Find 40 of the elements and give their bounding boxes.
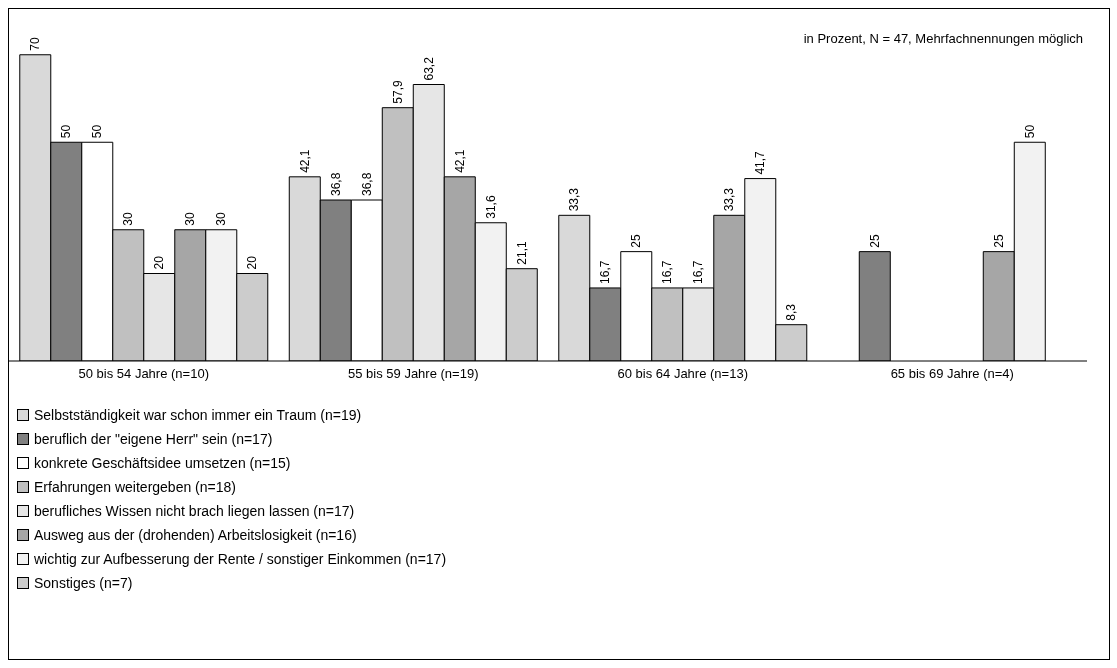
data-label: 33,3: [567, 187, 582, 212]
data-label: 30: [183, 212, 198, 226]
data-label: 25: [991, 233, 1006, 248]
data-label: 21,1: [514, 241, 529, 265]
data-label: 33,3: [722, 187, 737, 212]
data-label: 31,6: [483, 195, 498, 219]
legend-label: Selbstständigkeit war schon immer ein Traum (n=19): [34, 406, 362, 425]
data-label: 41,7: [753, 150, 768, 175]
legend-label: Erfahrungen weitergeben (n=18): [34, 478, 236, 497]
data-label: 16,7: [598, 260, 613, 284]
data-label: 16,7: [660, 260, 675, 284]
data-label: 63,2: [421, 56, 436, 81]
data-label: 8,3: [784, 303, 799, 321]
x-tick-label: 65 bis 69 Jahre (n=4): [890, 366, 1014, 382]
data-label: 70: [28, 37, 43, 51]
data-label: 30: [121, 212, 136, 226]
x-tick-label: 50 bis 54 Jahre (n=10): [78, 366, 209, 382]
annotation: in Prozent, N = 47, Mehrfachnennungen möglich: [803, 31, 1083, 46]
data-label: 57,9: [390, 80, 405, 104]
legend-label: wichtig zur Aufbesserung der Rente / sonstiger Einkommen (n=17): [34, 550, 447, 569]
data-label: 50: [59, 124, 74, 139]
data-label: 42,1: [297, 149, 312, 173]
data-label: 20: [245, 255, 260, 270]
x-tick-label: 55 bis 59 Jahre (n=19): [348, 366, 479, 382]
data-label: 50: [90, 124, 105, 139]
legend-label: Sonstiges (n=7): [34, 574, 133, 593]
data-label: 50: [1022, 124, 1037, 139]
legend-label: Ausweg aus der (drohenden) Arbeitslosigkeit (n=16): [34, 526, 357, 545]
data-label: 25: [629, 233, 644, 248]
data-label: 36,8: [328, 172, 343, 196]
data-label: 16,7: [691, 260, 706, 284]
legend-label: konkrete Geschäftsidee umsetzen (n=15): [34, 454, 291, 473]
legend-label: berufliches Wissen nicht brach liegen lassen (n=17): [34, 502, 355, 521]
data-label: 25: [867, 233, 882, 248]
x-tick-label: 60 bis 64 Jahre (n=13): [617, 366, 748, 382]
legend-label: beruflich der "eigene Herr" sein (n=17): [34, 430, 273, 449]
data-label: 20: [152, 255, 167, 270]
data-label: 36,8: [359, 172, 374, 196]
data-label: 30: [214, 212, 229, 226]
data-label: 42,1: [452, 149, 467, 173]
